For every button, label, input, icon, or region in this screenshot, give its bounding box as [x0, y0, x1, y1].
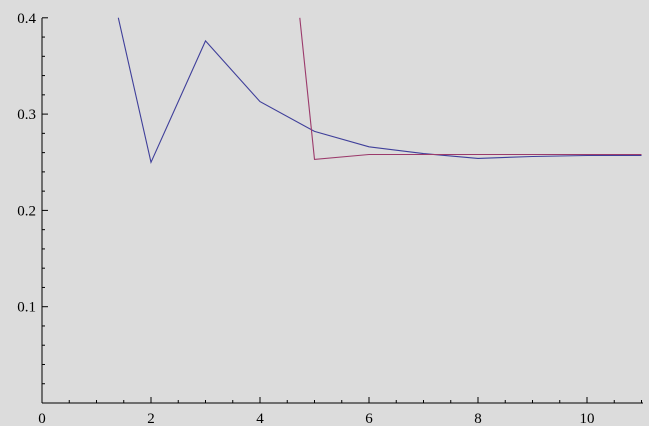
x-tick-label: 10 [580, 411, 595, 426]
x-tick-label: 2 [147, 411, 155, 426]
x-tick-label: 8 [474, 411, 482, 426]
y-tick-label: 0.2 [17, 203, 36, 219]
y-tick-label: 0.3 [17, 107, 36, 123]
axes: 0 2 4 6 8 10 0.1 0.2 0.3 0.4 [17, 11, 643, 426]
series-line-1 [117, 17, 642, 165]
series-group [117, 17, 642, 165]
x-tick-label: 0 [38, 411, 46, 426]
y-tick-label: 0.4 [17, 11, 36, 27]
x-tick-label: 6 [365, 411, 373, 426]
y-tick-label: 0.1 [17, 300, 36, 316]
series-line-2 [299, 17, 642, 160]
x-tick-label: 4 [256, 411, 264, 426]
